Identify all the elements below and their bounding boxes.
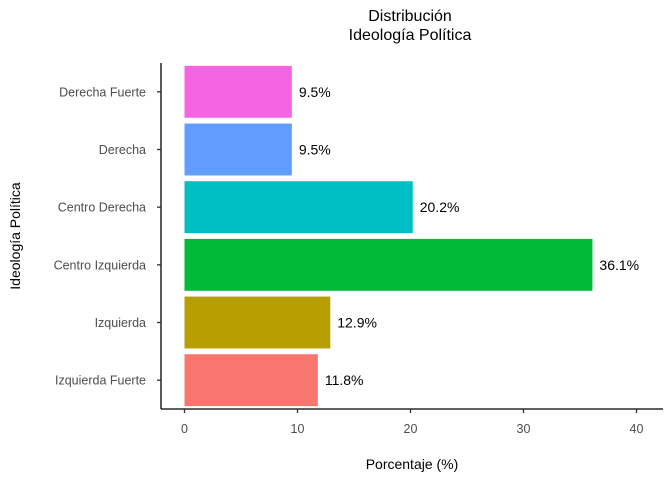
y-tick-label: Centro Derecha [58, 201, 146, 215]
x-axis-ticks: 0 10 20 30 40 [181, 409, 643, 436]
x-axis-title: Porcentaje (%) [366, 456, 459, 472]
y-axis-title: Ideología Política [7, 182, 23, 290]
data-label: 11.8% [325, 372, 364, 388]
y-axis-ticks: Izquierda Fuerte Izquierda Centro Izquierd… [54, 85, 161, 388]
chart-title: Distribución Ideología Política [349, 8, 472, 44]
bar [184, 354, 318, 407]
data-label: 20.2% [420, 199, 460, 215]
y-tick-label: Izquierda [95, 316, 146, 330]
bar [184, 296, 331, 349]
chart-title-line-1: Distribución [368, 8, 452, 25]
bar [184, 65, 292, 118]
data-label: 12.9% [337, 315, 377, 331]
data-label: 9.5% [299, 142, 331, 158]
x-tick-label: 0 [181, 422, 188, 436]
x-tick-label: 30 [517, 422, 531, 436]
bars-group [184, 65, 593, 407]
y-tick-label: Izquierda Fuerte [55, 374, 146, 388]
x-tick-label: 20 [404, 422, 418, 436]
bar [184, 123, 292, 176]
y-tick-label: Derecha Fuerte [59, 85, 146, 99]
data-label: 9.5% [299, 84, 331, 100]
data-labels-group: 11.8% 12.9% 36.1% 20.2% 9.5% 9.5% [299, 84, 639, 388]
data-label: 36.1% [599, 257, 639, 273]
x-tick-label: 10 [291, 422, 305, 436]
bar [184, 181, 413, 234]
x-tick-label: 40 [630, 422, 644, 436]
y-tick-label: Derecha [99, 143, 146, 157]
chart-title-line-2: Ideología Política [349, 27, 472, 44]
bar [184, 238, 593, 291]
y-tick-label: Centro Izquierda [54, 258, 146, 272]
